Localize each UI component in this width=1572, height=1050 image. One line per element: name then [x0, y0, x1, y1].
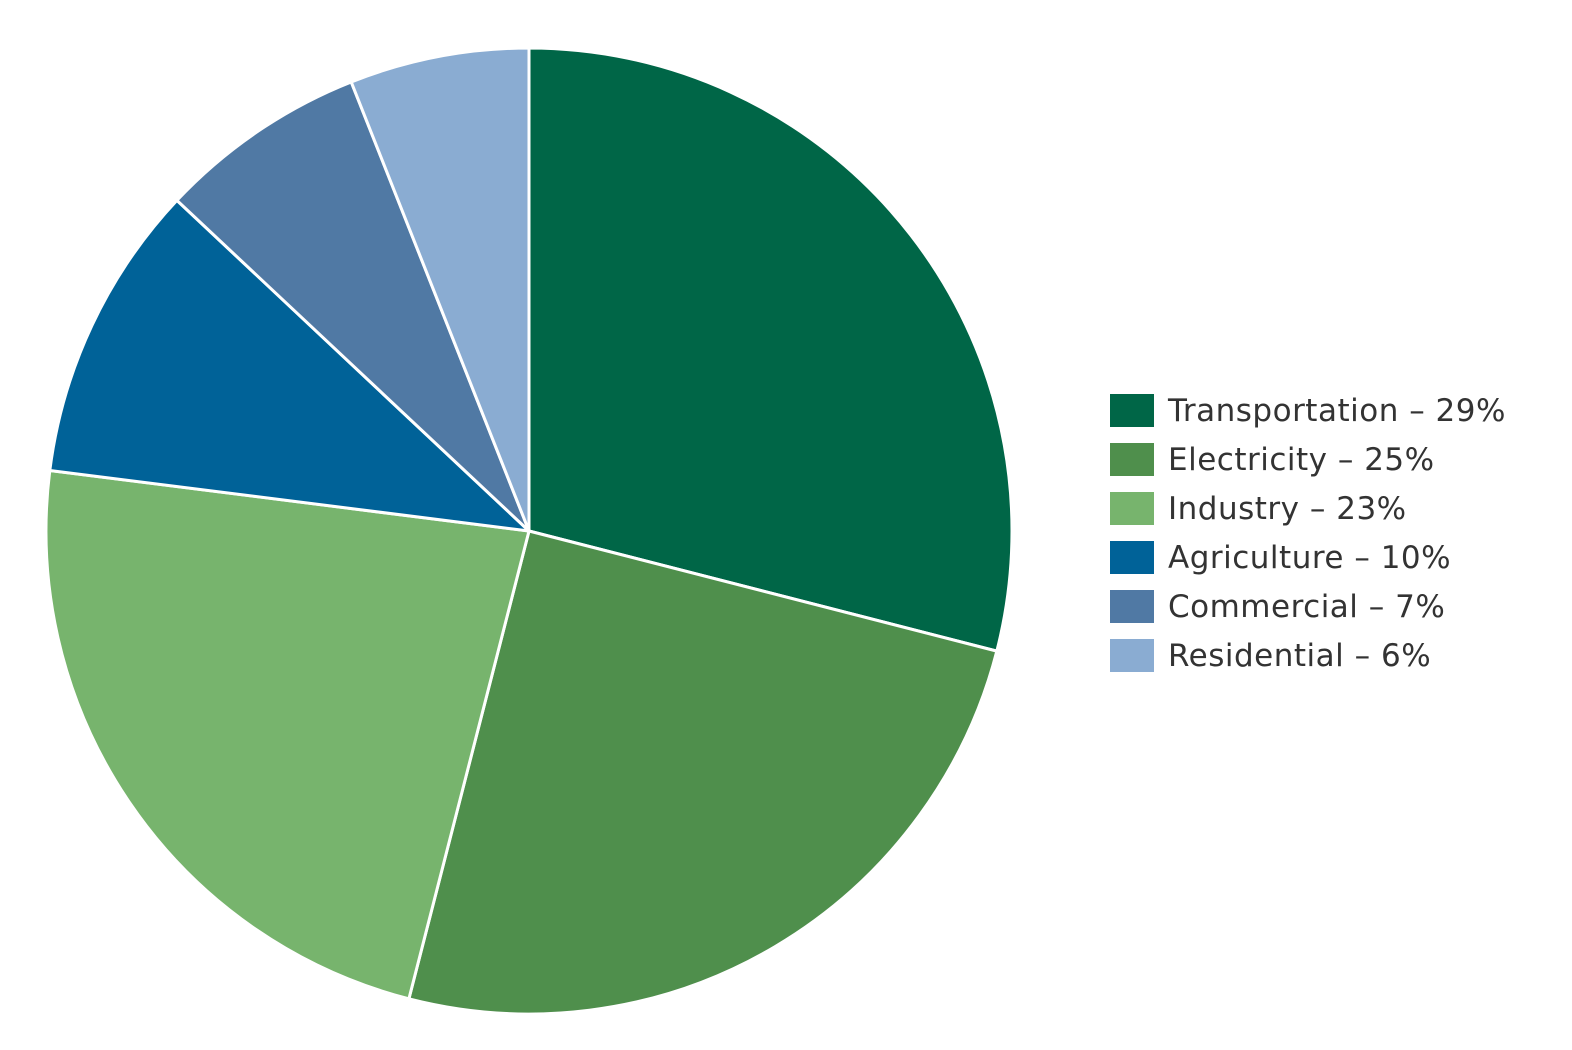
legend-item-commercial: Commercial – 7% — [1110, 582, 1560, 631]
legend-swatch — [1110, 492, 1154, 525]
legend-label: Electricity – 25% — [1168, 441, 1435, 478]
legend-item-industry: Industry – 23% — [1110, 484, 1560, 533]
legend-swatch — [1110, 590, 1154, 623]
pie-slice-transportation — [527, 46, 1014, 653]
legend-swatch — [1110, 443, 1154, 476]
pie-slice-electricity — [407, 529, 999, 1016]
legend-swatch — [1110, 639, 1154, 672]
pie-slice-industry — [44, 468, 531, 1001]
legend-label: Residential – 6% — [1168, 637, 1432, 674]
legend-item-residential: Residential – 6% — [1110, 631, 1560, 680]
pie-slice-residential — [349, 46, 531, 533]
legend-item-transportation: Transportation – 29% — [1110, 386, 1560, 435]
chart-legend: Transportation – 29% Electricity – 25% Ind… — [1110, 386, 1560, 680]
pie-slice-commercial — [175, 80, 531, 533]
legend-swatch — [1110, 541, 1154, 574]
legend-label: Industry – 23% — [1168, 490, 1407, 527]
legend-swatch — [1110, 394, 1154, 427]
legend-item-agriculture: Agriculture – 10% — [1110, 533, 1560, 582]
legend-label: Agriculture – 10% — [1168, 539, 1452, 576]
legend-label: Commercial – 7% — [1168, 588, 1446, 625]
pie-chart — [44, 46, 1014, 1016]
legend-label: Transportation – 29% — [1168, 392, 1506, 429]
legend-item-electricity: Electricity – 25% — [1110, 435, 1560, 484]
pie-slice-agriculture — [48, 198, 531, 533]
